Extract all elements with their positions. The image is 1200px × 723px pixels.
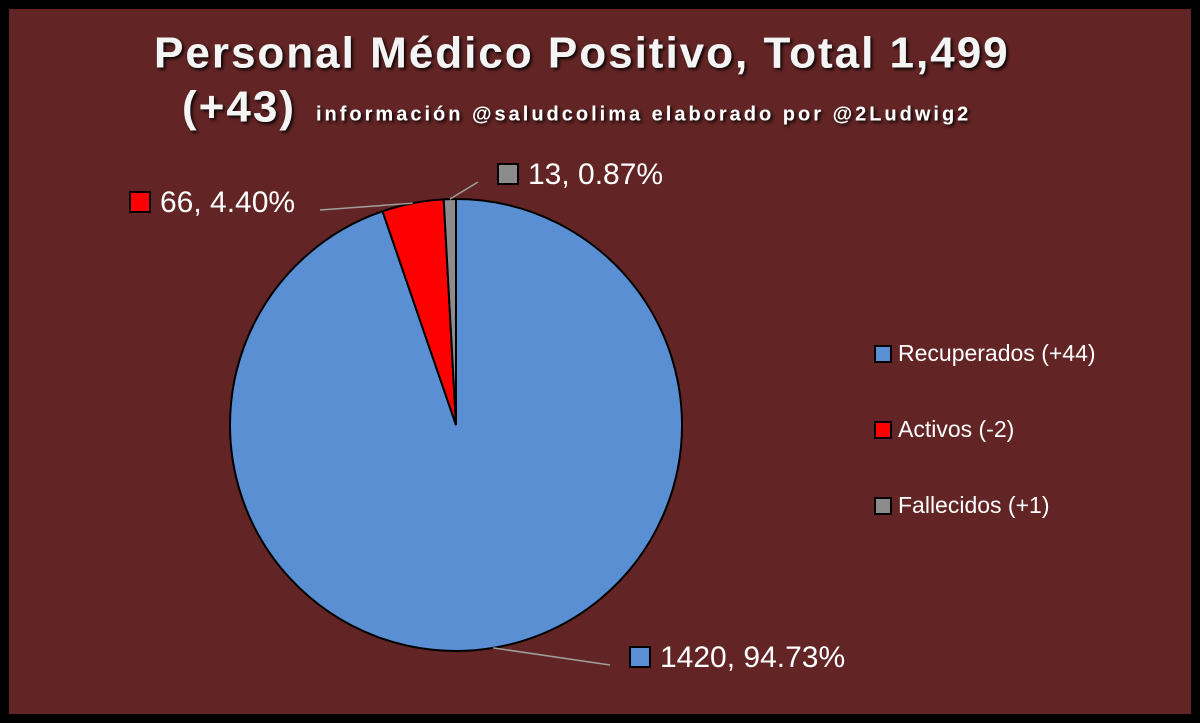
label-key <box>129 191 151 213</box>
legend-label: Recuperados (+44) <box>898 340 1096 366</box>
legend-key <box>874 497 892 515</box>
legend-key <box>874 421 892 439</box>
data-label: 13, 0.87% <box>528 158 663 191</box>
data-label: 1420, 94.73% <box>660 641 845 674</box>
chart-title: (+43) <box>182 83 296 132</box>
leader-line <box>319 202 413 211</box>
leader-line <box>449 181 479 200</box>
leader-line <box>493 647 611 666</box>
chart-title: Personal Médico Positivo, Total 1,499 <box>154 29 1010 78</box>
legend-label: Activos (-2) <box>898 416 1014 442</box>
data-label: 66, 4.40% <box>160 186 295 219</box>
chart-subtitle: información @saludcolima elaborado por @… <box>316 103 971 125</box>
label-key <box>629 646 651 668</box>
legend-label: Fallecidos (+1) <box>898 492 1049 518</box>
legend-key <box>874 345 892 363</box>
label-key <box>497 163 519 185</box>
